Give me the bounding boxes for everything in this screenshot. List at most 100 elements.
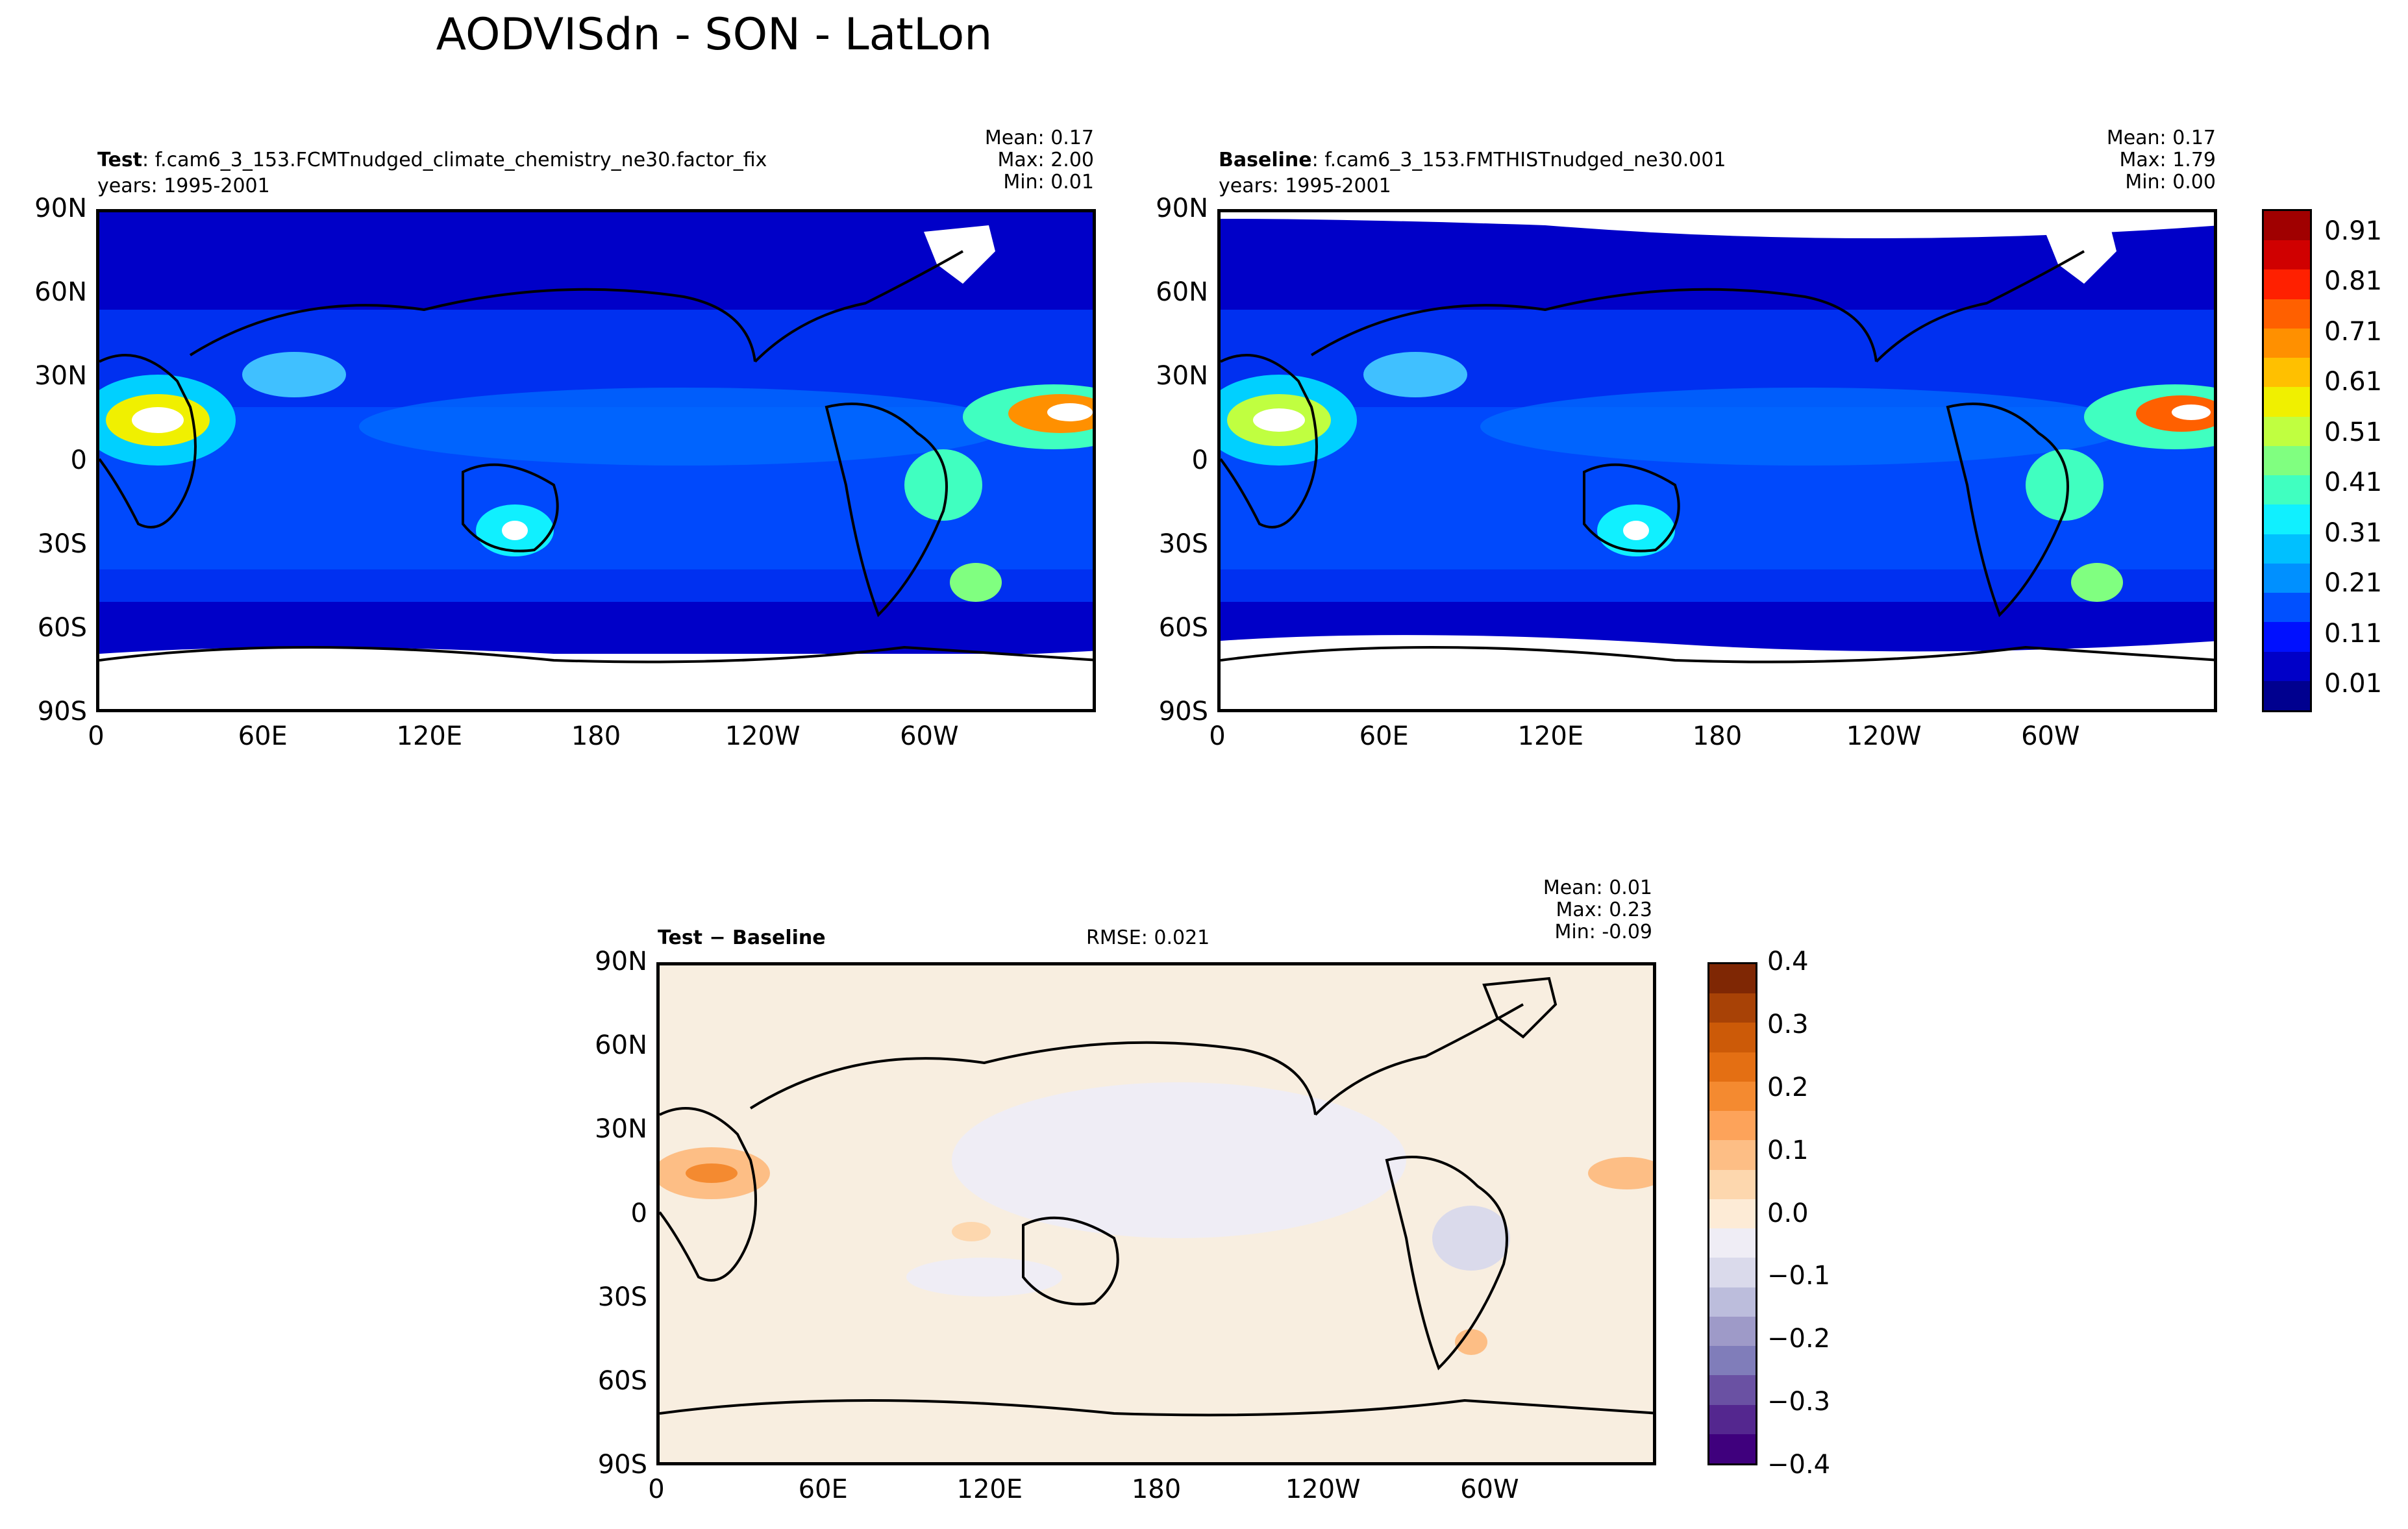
colorbar-segment xyxy=(1709,1346,1756,1376)
colorbar-segment xyxy=(1709,1023,1756,1052)
colorbar-tick-label: 0.51 xyxy=(2324,417,2383,447)
lat-tick-label: 0 xyxy=(630,1198,647,1228)
colorbar-segment xyxy=(1709,1258,1756,1287)
colorbar-tick-label: 0.4 xyxy=(1767,947,1809,976)
aod-colorbar xyxy=(2262,209,2312,712)
colorbar-segment xyxy=(2264,358,2310,388)
lon-tick-label: 120E xyxy=(396,721,463,751)
colorbar-segment xyxy=(2264,387,2310,417)
baseline-max: Max: 1.79 xyxy=(2119,149,2216,171)
diff-mean: Mean: 0.01 xyxy=(1543,876,1652,899)
colorbar-segment xyxy=(1709,1375,1756,1405)
colorbar-tick-label: 0.01 xyxy=(2324,669,2383,699)
lat-tick-label: 60N xyxy=(595,1030,647,1061)
baseline-label-bold: Baseline xyxy=(1219,149,1312,171)
diff-rmse: RMSE: 0.021 xyxy=(1086,926,1210,949)
test-max: Max: 2.00 xyxy=(997,149,1094,171)
baseline-stats: Mean: 0.17 Max: 1.79 Min: 0.00 xyxy=(2031,127,2216,193)
lat-tick-label: 30S xyxy=(597,1282,647,1312)
baseline-label: Baseline: f.cam6_3_153.FMTHISTnudged_ne3… xyxy=(1219,149,1726,171)
colorbar-segment xyxy=(2264,651,2310,681)
test-years: years: 1995-2001 xyxy=(97,175,270,197)
lat-tick-label: 30N xyxy=(595,1114,647,1145)
lat-tick-label: 90N xyxy=(1156,193,1208,223)
lon-tick-label: 60W xyxy=(1460,1474,1519,1504)
colorbar-tick-label: 0.31 xyxy=(2324,517,2383,548)
colorbar-segment xyxy=(2264,475,2310,505)
lon-tick-label: 60E xyxy=(1359,721,1409,751)
lon-tick-label: 180 xyxy=(1692,721,1743,751)
colorbar-tick-label: −0.1 xyxy=(1767,1261,1831,1291)
lon-tick-label: 180 xyxy=(571,721,621,751)
colorbar-tick-label: 0.21 xyxy=(2324,568,2383,599)
lon-tick-label: 120W xyxy=(1285,1474,1361,1504)
colorbar-segment xyxy=(2264,534,2310,564)
colorbar-segment xyxy=(2264,416,2310,446)
colorbar-tick-label: 0.81 xyxy=(2324,266,2383,297)
lat-tick-label: 60N xyxy=(1156,277,1208,308)
colorbar-segment xyxy=(1709,1140,1756,1170)
colorbar-tick-label: −0.3 xyxy=(1767,1387,1831,1417)
lat-tick-label: 30S xyxy=(1158,528,1208,559)
lon-tick-label: 60W xyxy=(2021,721,2080,751)
lon-tick-label: 60E xyxy=(238,721,288,751)
baseline-map xyxy=(1217,209,2217,712)
colorbar-tick-label: −0.2 xyxy=(1767,1324,1831,1354)
lon-tick-label: 180 xyxy=(1131,1474,1182,1504)
colorbar-segment xyxy=(1709,993,1756,1023)
test-label-case: : f.cam6_3_153.FCMTnudged_climate_chemis… xyxy=(142,149,767,171)
baseline-min: Min: 0.00 xyxy=(2125,171,2216,193)
colorbar-tick-label: 0.0 xyxy=(1767,1198,1809,1228)
diff-map-field xyxy=(660,965,1653,1462)
test-label: Test: f.cam6_3_153.FCMTnudged_climate_ch… xyxy=(97,149,767,171)
lon-tick-label: 60W xyxy=(900,721,959,751)
lat-tick-label: 90S xyxy=(1158,697,1208,727)
colorbar-tick-label: 0.91 xyxy=(2324,216,2383,246)
lon-tick-label: 0 xyxy=(88,721,105,751)
colorbar-tick-label: 0.71 xyxy=(2324,316,2383,347)
colorbar-segment xyxy=(2264,445,2310,476)
colorbar-segment xyxy=(2264,563,2310,593)
lat-tick-label: 60S xyxy=(37,612,87,643)
test-label-bold: Test xyxy=(97,149,143,171)
lat-tick-label: 60S xyxy=(1158,612,1208,643)
baseline-years: years: 1995-2001 xyxy=(1219,175,1391,197)
lat-tick-label: 90S xyxy=(597,1450,647,1480)
lon-tick-label: 0 xyxy=(1209,721,1226,751)
colorbar-segment xyxy=(1709,1199,1756,1229)
lon-tick-label: 120E xyxy=(956,1474,1023,1504)
lat-tick-label: 90S xyxy=(37,697,87,727)
colorbar-segment xyxy=(2264,328,2310,358)
colorbar-segment xyxy=(1709,1434,1756,1463)
colorbar-segment xyxy=(1709,1052,1756,1082)
colorbar-tick-label: 0.1 xyxy=(1767,1135,1809,1165)
colorbar-segment xyxy=(1709,1169,1756,1199)
colorbar-segment xyxy=(2264,680,2310,710)
lat-tick-label: 0 xyxy=(70,445,87,475)
lon-tick-label: 0 xyxy=(648,1474,665,1504)
colorbar-segment xyxy=(1709,1404,1756,1434)
colorbar-tick-label: −0.4 xyxy=(1767,1450,1831,1480)
colorbar-segment xyxy=(2264,269,2310,299)
colorbar-segment xyxy=(1709,1111,1756,1141)
colorbar-tick-label: 0.41 xyxy=(2324,467,2383,498)
test-stats: Mean: 0.17 Max: 2.00 Min: 0.01 xyxy=(909,127,1094,193)
colorbar-segment xyxy=(2264,240,2310,270)
colorbar-tick-label: 0.2 xyxy=(1767,1072,1809,1102)
test-map-field xyxy=(99,212,1093,709)
colorbar-segment xyxy=(2264,504,2310,534)
diff-stats: Mean: 0.01 Max: 0.23 Min: -0.09 xyxy=(1467,877,1652,943)
lat-tick-label: 60N xyxy=(34,277,87,308)
diff-label: Test − Baseline xyxy=(658,926,826,949)
colorbar-segment xyxy=(2264,622,2310,652)
colorbar-segment xyxy=(1709,1228,1756,1258)
diff-max: Max: 0.23 xyxy=(1556,899,1652,921)
baseline-mean: Mean: 0.17 xyxy=(2106,127,2216,149)
lon-tick-label: 120W xyxy=(725,721,801,751)
colorbar-segment xyxy=(1709,1081,1756,1112)
test-mean: Mean: 0.17 xyxy=(984,127,1094,149)
diff-min: Min: -0.09 xyxy=(1554,921,1653,943)
lat-tick-label: 30N xyxy=(34,361,87,392)
colorbar-tick-label: 0.11 xyxy=(2324,618,2383,649)
baseline-map-field xyxy=(1221,212,2214,709)
